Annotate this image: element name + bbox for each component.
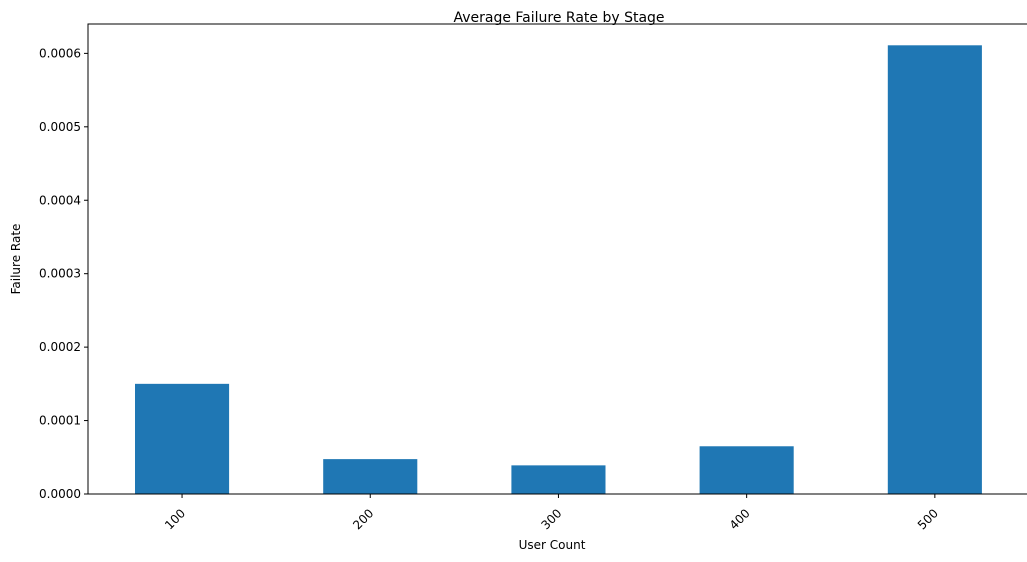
y-axis-label: Failure Rate	[9, 224, 23, 295]
y-tick-label: 0.0000	[39, 487, 81, 501]
y-tick-label: 0.0002	[39, 340, 81, 354]
y-axis-ticks: 0.0000 0.0001 0.0002 0.0003 0.0004 0.0005 0.00…	[39, 46, 88, 501]
y-tick-label: 0.0005	[39, 120, 81, 134]
plot-frame	[87, 23, 1027, 495]
y-tick-label: 0.0006	[39, 46, 81, 60]
y-tick-label: 0.0003	[39, 267, 81, 281]
bar-100	[135, 383, 230, 494]
bar-500	[887, 45, 982, 495]
bar-400	[699, 446, 794, 494]
bars-group	[135, 45, 982, 495]
bar-300	[511, 465, 606, 494]
bar-200	[323, 459, 418, 494]
chart-title: Average Failure Rate by Stage	[453, 10, 664, 26]
y-tick-label: 0.0001	[39, 414, 81, 428]
x-axis-label: User Count	[519, 538, 586, 552]
y-tick-label: 0.0004	[39, 193, 81, 207]
